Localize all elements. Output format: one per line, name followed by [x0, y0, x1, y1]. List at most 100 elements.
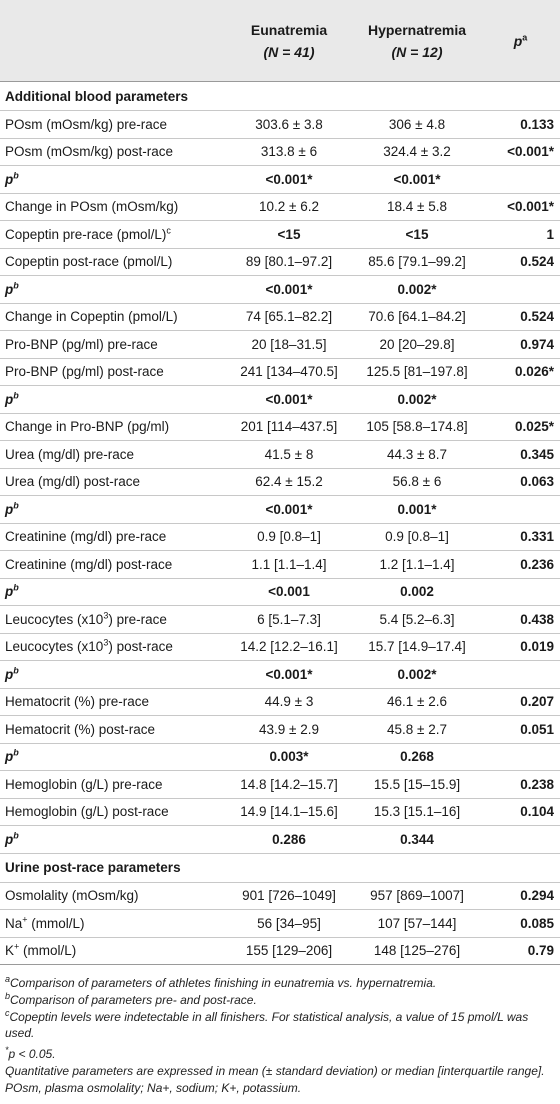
row-label: Change in Copeptin (pmol/L)	[0, 303, 225, 331]
cell-hypernatremia: 20 [20–29.8]	[353, 330, 481, 359]
table-row: Leucocytes (x103) pre-race 6 [5.1–7.3] 5.4…	[0, 605, 560, 634]
cell-hypernatremia: 0.002*	[353, 660, 481, 689]
cell-p-value: 0.063	[481, 468, 560, 496]
table-footnotes: aComparison of parameters of athletes fi…	[0, 964, 560, 1096]
row-label-text: p	[5, 666, 14, 682]
row-label-superscript: +	[22, 914, 28, 925]
footnote: POsm, plasma osmolality; Na+, sodium; K+…	[5, 1080, 555, 1096]
footnote-text: Comparison of parameters pre- and post-r…	[10, 993, 257, 1007]
row-label-suffix: ) pre-race	[108, 611, 167, 627]
row-label-text: Creatinine (mg/dl) post-race	[5, 556, 173, 572]
cell-hypernatremia: 46.1 ± 2.6	[353, 688, 481, 716]
cell-eunatremia: 62.4 ± 15.2	[225, 468, 353, 496]
p-value-row: pb <0.001* 0.002*	[0, 660, 560, 689]
cell-hypernatremia: 0.002*	[353, 385, 481, 414]
row-label: Na+ (mmol/L)	[0, 909, 225, 938]
row-label: Copeptin post-race (pmol/L)	[0, 248, 225, 276]
p-value-row: pb 0.286 0.344	[0, 825, 560, 854]
row-label-text: Hematocrit (%) post-race	[5, 721, 156, 737]
cell-p-value: 0.524	[481, 303, 560, 331]
table-row: Hematocrit (%) pre-race 44.9 ± 3 46.1 ± 2.…	[0, 688, 560, 716]
footnote-text: Comparison of parameters of athletes fin…	[10, 976, 437, 990]
p-value-row: pb <0.001* 0.002*	[0, 275, 560, 304]
section-title: Additional blood parameters	[0, 81, 560, 111]
cell-p-value: 0.025*	[481, 413, 560, 441]
row-label-footnote-mark: c	[166, 225, 171, 236]
row-label-text: Urea (mg/dl) pre-race	[5, 446, 135, 462]
cell-hypernatremia: 957 [869–1007]	[353, 882, 481, 910]
section-header-row: Additional blood parameters	[0, 81, 560, 111]
section-header-row: Urine post-race parameters	[0, 853, 560, 883]
footnote-mark: a	[5, 974, 11, 984]
cell-hypernatremia: 15.7 [14.9–17.4]	[353, 633, 481, 661]
table-row: Hematocrit (%) post-race 43.9 ± 2.9 45.8 ±…	[0, 715, 560, 744]
cell-p-value: 0.051	[481, 715, 560, 744]
cell-eunatremia: 303.6 ± 3.8	[225, 110, 353, 139]
row-label: Copeptin pre-race (pmol/L)c	[0, 220, 225, 249]
row-label: Osmolality (mOsm/kg)	[0, 882, 225, 910]
cell-p-value	[481, 165, 560, 194]
row-label-text: p	[5, 501, 14, 517]
row-label-text: POsm (mOsm/kg) pre-race	[5, 116, 168, 132]
table-row: POsm (mOsm/kg) pre-race 303.6 ± 3.8 306 ± …	[0, 110, 560, 139]
table-row: Copeptin pre-race (pmol/L)c <15 <15 1	[0, 220, 560, 249]
footnote-text: Quantitative parameters are expressed in…	[5, 1064, 545, 1078]
row-label: Hemoglobin (g/L) post-race	[0, 798, 225, 826]
row-label-text: p	[5, 584, 14, 600]
row-label-text: Pro-BNP (pg/ml) pre-race	[5, 336, 158, 352]
row-label: Hematocrit (%) post-race	[0, 715, 225, 744]
footnote-mark: *	[5, 1045, 9, 1055]
row-label: pb	[0, 275, 225, 304]
table-row: Leucocytes (x103) post-race 14.2 [12.2–16…	[0, 633, 560, 661]
cell-eunatremia: 14.9 [14.1–15.6]	[225, 798, 353, 826]
row-label-footnote-mark: b	[13, 170, 19, 181]
header-hypernatremia-n: (N = 12)	[353, 41, 481, 63]
cell-eunatremia: 10.2 ± 6.2	[225, 193, 353, 221]
row-label-suffix: (mmol/L)	[19, 943, 77, 959]
cell-p-value: 0.331	[481, 523, 560, 551]
cell-hypernatremia: 15.3 [15.1–16]	[353, 798, 481, 826]
cell-hypernatremia: <15	[353, 220, 481, 249]
cell-p-value	[481, 825, 560, 854]
cell-eunatremia: 44.9 ± 3	[225, 688, 353, 716]
cell-hypernatremia: 0.268	[353, 743, 481, 771]
cell-hypernatremia: 125.5 [81–197.8]	[353, 358, 481, 386]
footnote-mark: c	[5, 1008, 10, 1018]
cell-eunatremia: <15	[225, 220, 353, 249]
cell-p-value: 0.207	[481, 688, 560, 716]
row-label-text: p	[5, 391, 14, 407]
table-row: Pro-BNP (pg/ml) post-race 241 [134–470.5]…	[0, 358, 560, 386]
header-eunatremia-name: Eunatremia	[250, 21, 328, 38]
cell-eunatremia: 14.8 [14.2–15.7]	[225, 770, 353, 799]
cell-hypernatremia: 45.8 ± 2.7	[353, 715, 481, 744]
row-label: Hematocrit (%) pre-race	[0, 688, 225, 716]
cell-eunatremia: <0.001	[225, 578, 353, 606]
cell-eunatremia: 56 [34–95]	[225, 909, 353, 938]
cell-eunatremia: 201 [114–437.5]	[225, 413, 353, 441]
row-label-text: p	[5, 281, 14, 297]
cell-eunatremia: 241 [134–470.5]	[225, 358, 353, 386]
row-label-text: Urea (mg/dl) post-race	[5, 474, 141, 490]
table-row: Change in Pro-BNP (pg/ml) 201 [114–437.5]…	[0, 413, 560, 441]
row-label-text: Change in Copeptin (pmol/L)	[5, 309, 178, 325]
row-label-suffix: ) post-race	[108, 639, 173, 655]
row-label-text: p	[5, 171, 14, 187]
p-value-row: pb <0.001* 0.002*	[0, 385, 560, 414]
table-row: K+ (mmol/L) 155 [129–206] 148 [125–276] 0.7…	[0, 937, 560, 965]
footnote: bComparison of parameters pre- and post-…	[5, 992, 555, 1008]
row-label-superscript: +	[14, 941, 20, 952]
cell-p-value	[481, 660, 560, 689]
p-value-row: pb <0.001 0.002	[0, 578, 560, 606]
cell-hypernatremia: 306 ± 4.8	[353, 110, 481, 139]
row-label-superscript: 3	[103, 637, 109, 648]
row-label-text: Na	[5, 915, 23, 931]
row-label: POsm (mOsm/kg) post-race	[0, 138, 225, 166]
cell-hypernatremia: 5.4 [5.2–6.3]	[353, 605, 481, 634]
row-label: pb	[0, 495, 225, 524]
row-label-footnote-mark: b	[13, 747, 19, 758]
row-label: POsm (mOsm/kg) pre-race	[0, 110, 225, 139]
row-label-text: Copeptin post-race (pmol/L)	[5, 254, 173, 270]
row-label: Leucocytes (x103) pre-race	[0, 605, 225, 634]
cell-p-value	[481, 578, 560, 606]
row-label-text: Copeptin pre-race (pmol/L)	[5, 226, 167, 242]
